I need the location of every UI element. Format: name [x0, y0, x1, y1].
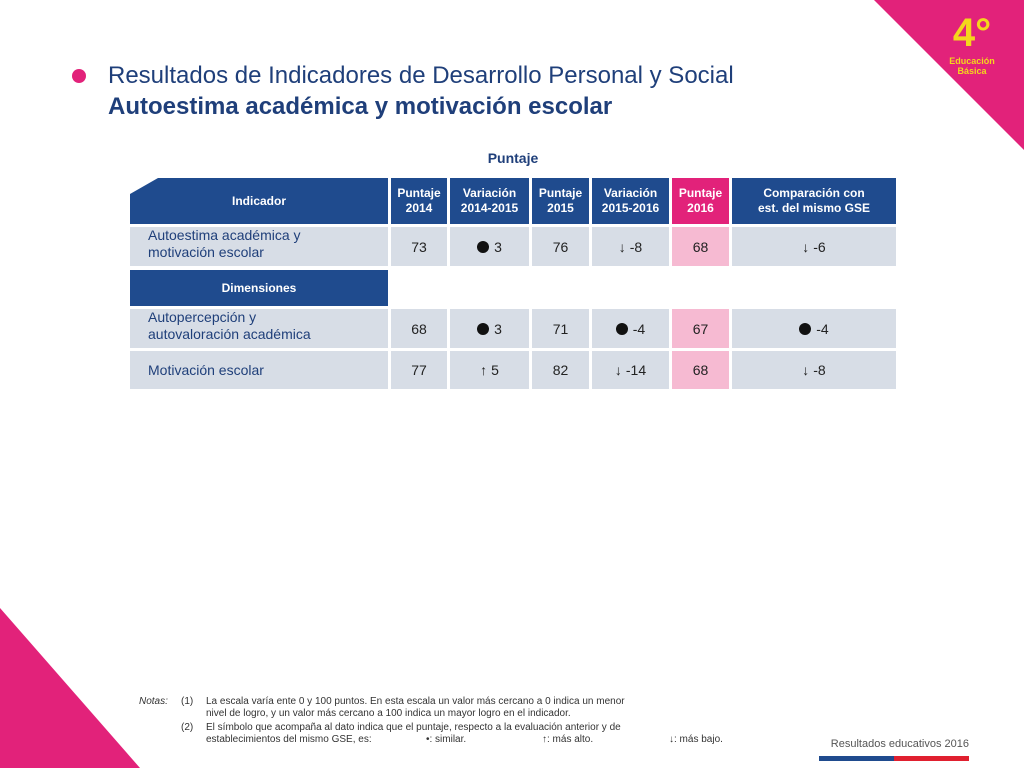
level-line1: Educación — [949, 56, 995, 66]
arrow-down-icon: ↓ — [802, 362, 810, 378]
arrow-up-icon: ↑ — [480, 362, 488, 378]
grade-badge: 4° Educación Básica — [932, 10, 1012, 76]
arrow-down-icon: ↓ — [614, 362, 622, 378]
cell-comparacion: ↓ -8 — [732, 351, 896, 389]
cell-var-1516: ↓ -8 — [592, 227, 669, 266]
corner-decoration-bottom — [0, 608, 140, 768]
cell-2016: 68 — [672, 351, 729, 389]
note-number-1: (1) — [181, 696, 194, 707]
cell-2014: 68 — [391, 309, 447, 348]
cell-var-1516: -4 — [592, 309, 669, 348]
note-number-2: (2) — [181, 722, 194, 733]
footer-text: Resultados educativos 2016 — [830, 738, 969, 750]
grade-number: 4° — [952, 11, 992, 55]
similar-dot-icon — [477, 322, 490, 335]
cell-comparacion: ↓ -6 — [732, 227, 896, 266]
header-puntaje-2016: Puntaje 2016 — [672, 178, 729, 224]
header-comparacion: Comparación con est. del mismo GSE — [732, 178, 896, 224]
page-title: Resultados de Indicadores de Desarrollo … — [108, 62, 734, 89]
cell-2016: 67 — [672, 309, 729, 348]
note-1-line1: La escala varía ente 0 y 100 puntos. En … — [206, 696, 625, 707]
header-puntaje-2015: Puntaje 2015 — [532, 178, 589, 224]
row-label-motivacion: Motivación escolar — [130, 351, 388, 389]
note-2-line2: establecimientos del mismo GSE, es: — [206, 734, 372, 745]
note-symbol-higher: ↑: más alto. — [542, 734, 594, 745]
bullet-icon — [72, 69, 86, 83]
header-indicador: Indicador — [130, 178, 388, 224]
header-variacion-2015-2016: Variación 2015-2016 — [592, 178, 669, 224]
table-caption: Puntaje — [487, 150, 539, 166]
note-symbol-lower: ↓: más bajo. — [669, 734, 723, 745]
cell-var-1415: ↑ 5 — [450, 351, 529, 389]
arrow-down-icon: ↓ — [802, 238, 810, 255]
cell-2015: 82 — [532, 351, 589, 389]
notes-label: Notas: — [139, 696, 168, 707]
cell-comparacion: -4 — [732, 309, 896, 348]
cell-var-1415: 3 — [450, 309, 529, 348]
similar-dot-icon — [799, 322, 812, 335]
note-1-line2: nivel de logro, y un valor más cercano a… — [206, 708, 571, 719]
note-symbol-similar: •: similar. — [426, 734, 467, 745]
row-label-autoestima: Autoestima académica y motivación escolar — [130, 227, 388, 266]
cell-2014: 73 — [391, 227, 447, 266]
header-variacion-2014-2015: Variación 2014-2015 — [450, 178, 529, 224]
dimensiones-header: Dimensiones — [130, 270, 388, 306]
cell-2014: 77 — [391, 351, 447, 389]
level-line2: Básica — [957, 66, 987, 76]
row-label-autopercepcion: Autopercepción y autovaloración académica — [130, 309, 388, 348]
cell-var-1415: 3 — [450, 227, 529, 266]
flag-stripe — [819, 756, 969, 761]
cell-2015: 76 — [532, 227, 589, 266]
cell-2016: 68 — [672, 227, 729, 266]
arrow-down-icon: ↓ — [618, 238, 626, 255]
similar-dot-icon — [615, 322, 628, 335]
cell-2015: 71 — [532, 309, 589, 348]
header-puntaje-2014: Puntaje 2014 — [391, 178, 447, 224]
cell-var-1516: ↓ -14 — [592, 351, 669, 389]
page-subtitle: Autoestima académica y motivación escola… — [108, 93, 613, 120]
similar-dot-icon — [477, 240, 490, 253]
note-2-line1: El símbolo que acompaña al dato indica q… — [206, 722, 621, 733]
